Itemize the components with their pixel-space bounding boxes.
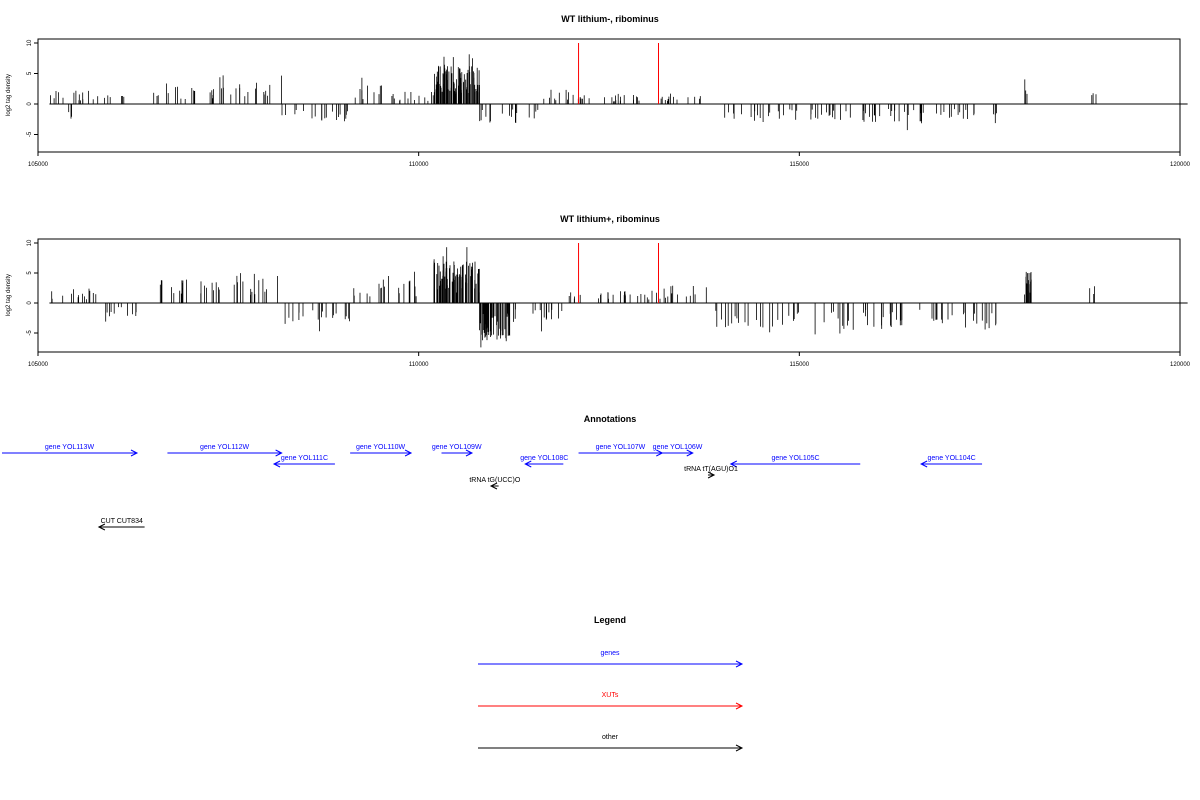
panel1-red-markers <box>578 43 659 104</box>
x-tick-label: 110000 <box>409 162 429 168</box>
feature-label: gene YOL110W <box>356 444 406 451</box>
x-tick-label: 105000 <box>28 162 49 168</box>
legend-label: genes <box>600 650 620 657</box>
feature-label: gene YOL105C <box>771 455 819 462</box>
feature-label: CUT CUT834 <box>101 518 143 525</box>
panel1-frame <box>37 38 1181 153</box>
feature-label: gene YOL109W <box>432 444 482 451</box>
x-tick-label: 120000 <box>1170 162 1191 168</box>
annotation-features: gene YOL113W gene YOL112W gene YOL111C gene… <box>2 444 983 531</box>
arrowhead-left-icon <box>272 460 281 468</box>
arrowhead-left-icon <box>97 523 106 531</box>
panel2-frame <box>37 238 1181 353</box>
legend-label: XUTs <box>602 692 619 699</box>
y-tick-label: 5 <box>27 71 33 75</box>
legend-entries: genes XUTs other <box>478 650 744 752</box>
arrowhead-right-icon <box>404 449 413 457</box>
y-tick-label: -5 <box>27 131 33 137</box>
feature-label: tRNA tG(UCC)O <box>469 477 521 484</box>
panel2-x-axis: 105000 110000 115000 120000 <box>28 352 1191 368</box>
feature-label: gene YOL107W <box>596 444 646 451</box>
y-tick-label: 10 <box>27 39 33 46</box>
arrowhead-right-icon <box>275 449 283 457</box>
feature-label: gene YOL111C <box>281 455 328 462</box>
arrowhead-right-icon <box>735 660 744 668</box>
arrowhead-right-icon <box>465 449 474 457</box>
feature-label: gene YOL106W <box>653 444 703 451</box>
arrowhead-right-icon <box>735 744 744 752</box>
panel2-y-axis: -5 0 5 10 <box>27 239 38 336</box>
y-tick-label: -5 <box>27 330 33 336</box>
arrowhead-right-icon <box>130 449 139 457</box>
panel1-y-axis: -5 0 5 10 <box>27 39 38 137</box>
panel1-title: WT lithium-, ribominus <box>561 14 659 24</box>
x-tick-label: 105000 <box>28 362 49 368</box>
arrowhead-left-icon <box>729 460 738 468</box>
x-tick-label: 115000 <box>790 162 810 168</box>
arrowhead-left-icon <box>524 460 532 468</box>
x-tick-label: 120000 <box>1170 362 1191 368</box>
panel1-x-axis: 105000 110000 115000 120000 <box>28 152 1191 168</box>
annotations-panel: Annotations gene YOL113W gene YOL112Wgene… <box>2 414 983 531</box>
panel1-density-bars <box>49 54 1188 131</box>
feature-label: gene YOL112W <box>200 444 250 451</box>
y-tick-label: 0 <box>27 301 33 305</box>
legend-title: Legend <box>594 615 626 625</box>
x-tick-label: 115000 <box>790 362 810 368</box>
feature-label: gene YOL104C <box>928 455 976 462</box>
legend-panel: Legend genes XUTs other <box>478 615 744 752</box>
feature-label: gene YOL113W <box>45 444 95 451</box>
arrowhead-left-icon <box>920 460 928 468</box>
feature-label: tRNA tT(AGU)O1 <box>684 466 738 473</box>
panel1-ylabel: log2 tag density <box>6 74 12 116</box>
legend-label: other <box>602 734 619 741</box>
panel-lithium-minus: WT lithium-, ribominus log2 tag density … <box>6 14 1191 168</box>
panel2-density-bars <box>49 247 1188 348</box>
x-tick-label: 110000 <box>409 362 429 368</box>
annotations-title: Annotations <box>584 414 637 424</box>
panel-lithium-plus: WT lithium+, ribominus log2 tag density … <box>6 214 1191 368</box>
arrowhead-right-icon <box>735 702 744 710</box>
panel2-red-markers <box>578 243 659 303</box>
arrowhead-right-icon <box>686 449 694 457</box>
y-tick-label: 5 <box>27 271 33 275</box>
panel2-ylabel: log2 tag density <box>6 274 12 316</box>
y-tick-label: 10 <box>27 239 33 246</box>
arrowhead-right-icon <box>707 471 716 479</box>
y-tick-label: 0 <box>27 102 33 106</box>
arrowhead-left-icon <box>489 482 498 490</box>
panel2-title: WT lithium+, ribominus <box>560 214 660 224</box>
feature-label: gene YOL108C <box>520 455 568 462</box>
